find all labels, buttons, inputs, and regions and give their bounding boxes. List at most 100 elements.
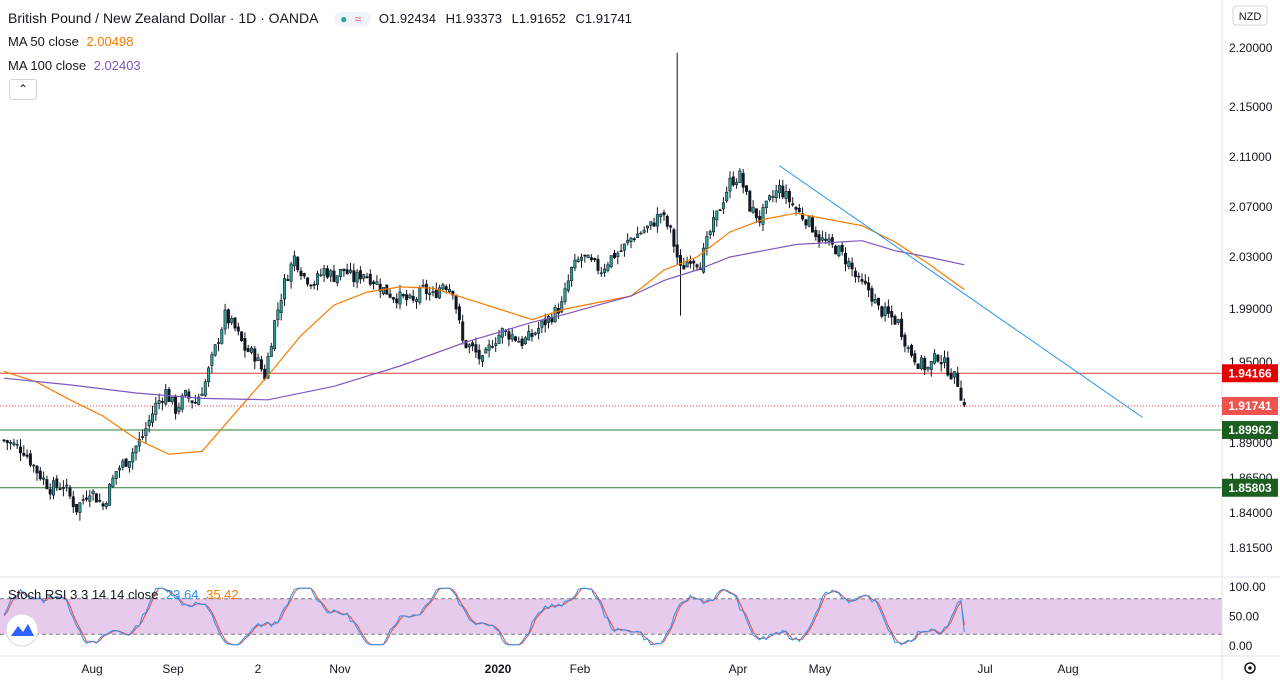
candle-body — [226, 309, 230, 324]
x-tick-label: Sep — [162, 662, 184, 676]
candle-body — [471, 342, 475, 347]
candle-body — [18, 446, 22, 454]
candle-body — [38, 470, 42, 480]
candle-body — [510, 334, 514, 340]
candle-body — [428, 292, 432, 296]
candle-body — [81, 499, 85, 501]
candle-body — [114, 471, 118, 479]
candle-body — [223, 309, 227, 330]
candle-body — [174, 396, 178, 414]
candle-body — [273, 320, 277, 349]
candle-body — [42, 477, 46, 480]
gear-icon-center — [1248, 666, 1252, 670]
candle-body — [372, 281, 376, 285]
y-tick-label: 2.07000 — [1229, 200, 1273, 214]
candle-body — [612, 252, 616, 259]
candle-body — [98, 500, 102, 502]
candle-body — [55, 478, 59, 488]
candle-body — [480, 355, 484, 362]
candle-body — [250, 347, 254, 353]
candle-body — [682, 265, 686, 270]
candle-body — [269, 346, 273, 357]
candle-body — [12, 442, 16, 445]
candle-body — [843, 252, 847, 265]
ma50-label: MA 50 close — [8, 34, 79, 49]
candle-body — [771, 196, 775, 198]
candle-body — [398, 291, 402, 305]
candle-body — [111, 477, 115, 488]
candle-body — [434, 289, 438, 298]
candle-body — [777, 185, 781, 194]
candle-body — [282, 278, 286, 300]
y-tick-label: 2.20000 — [1229, 41, 1273, 55]
candle-body — [933, 353, 937, 364]
candle-body — [946, 357, 950, 376]
candle-body — [867, 282, 871, 291]
candle-body — [830, 237, 834, 245]
candle-body — [279, 300, 283, 313]
candle-body — [840, 244, 844, 252]
candle-body — [695, 264, 699, 268]
candle-body — [197, 396, 201, 405]
candle-body — [523, 337, 527, 345]
candle-body — [217, 342, 221, 344]
ma100-line — [3, 240, 965, 401]
candle-body — [962, 402, 966, 406]
ma100-legend[interactable]: MA 100 close 2.02403 — [8, 58, 145, 73]
candle-body — [738, 170, 742, 183]
candle-body — [28, 453, 32, 466]
candle-body — [2, 439, 6, 442]
candle-body — [741, 173, 745, 188]
candle-body — [296, 256, 300, 271]
ma50-legend[interactable]: MA 50 close 2.00498 — [8, 34, 137, 49]
collapse-legend-button[interactable]: ⌃ — [9, 79, 37, 100]
candle-body — [758, 216, 762, 223]
candle-body — [616, 252, 620, 257]
candle-body — [315, 273, 319, 285]
candle-body — [339, 268, 343, 277]
candle-body — [48, 488, 52, 495]
candle-body — [401, 294, 405, 297]
candle-body — [381, 287, 385, 295]
candle-body — [484, 348, 488, 354]
ohlc-values: O1.92434 H1.93373 L1.91652 C1.91741 — [378, 11, 632, 26]
candle-body — [860, 279, 864, 282]
x-tick-label: Aug — [1057, 662, 1078, 676]
candle-body — [626, 239, 630, 244]
candle-body — [464, 340, 468, 348]
candle-body — [94, 493, 98, 503]
tradingview-logo-mark — [11, 624, 34, 636]
candle-body — [447, 289, 451, 293]
candle-body — [603, 268, 607, 273]
x-tick-label: Apr — [729, 662, 748, 676]
candle-body — [754, 208, 758, 219]
tradingview-logo-icon — [5, 613, 39, 647]
candle-body — [319, 274, 323, 277]
candle-body — [662, 212, 666, 216]
stoch-legend[interactable]: Stoch RSI 3 3 14 14 close 23.64 35.42 — [8, 587, 243, 602]
candle-body — [636, 233, 640, 238]
candle-body — [669, 225, 673, 228]
candle-body — [850, 262, 854, 270]
x-tick-label: Feb — [570, 662, 591, 676]
candle-body — [246, 348, 250, 352]
candle-body — [487, 344, 491, 351]
candle-body — [230, 318, 234, 323]
candle-body — [306, 277, 310, 285]
candle-body — [411, 295, 415, 301]
candle-body — [395, 298, 399, 304]
candle-body — [923, 357, 927, 371]
y-tick-label: 1.84000 — [1229, 506, 1273, 520]
candle-body — [553, 307, 557, 322]
header-badges[interactable]: ● ≈ — [334, 12, 372, 26]
candle-body — [926, 367, 930, 370]
candle-body — [184, 390, 188, 396]
candle-body — [457, 306, 461, 321]
x-tick-label: Jul — [977, 662, 992, 676]
candle-body — [160, 401, 164, 403]
candle-body — [405, 294, 409, 301]
candle-body — [919, 357, 923, 369]
candle-body — [141, 436, 145, 438]
